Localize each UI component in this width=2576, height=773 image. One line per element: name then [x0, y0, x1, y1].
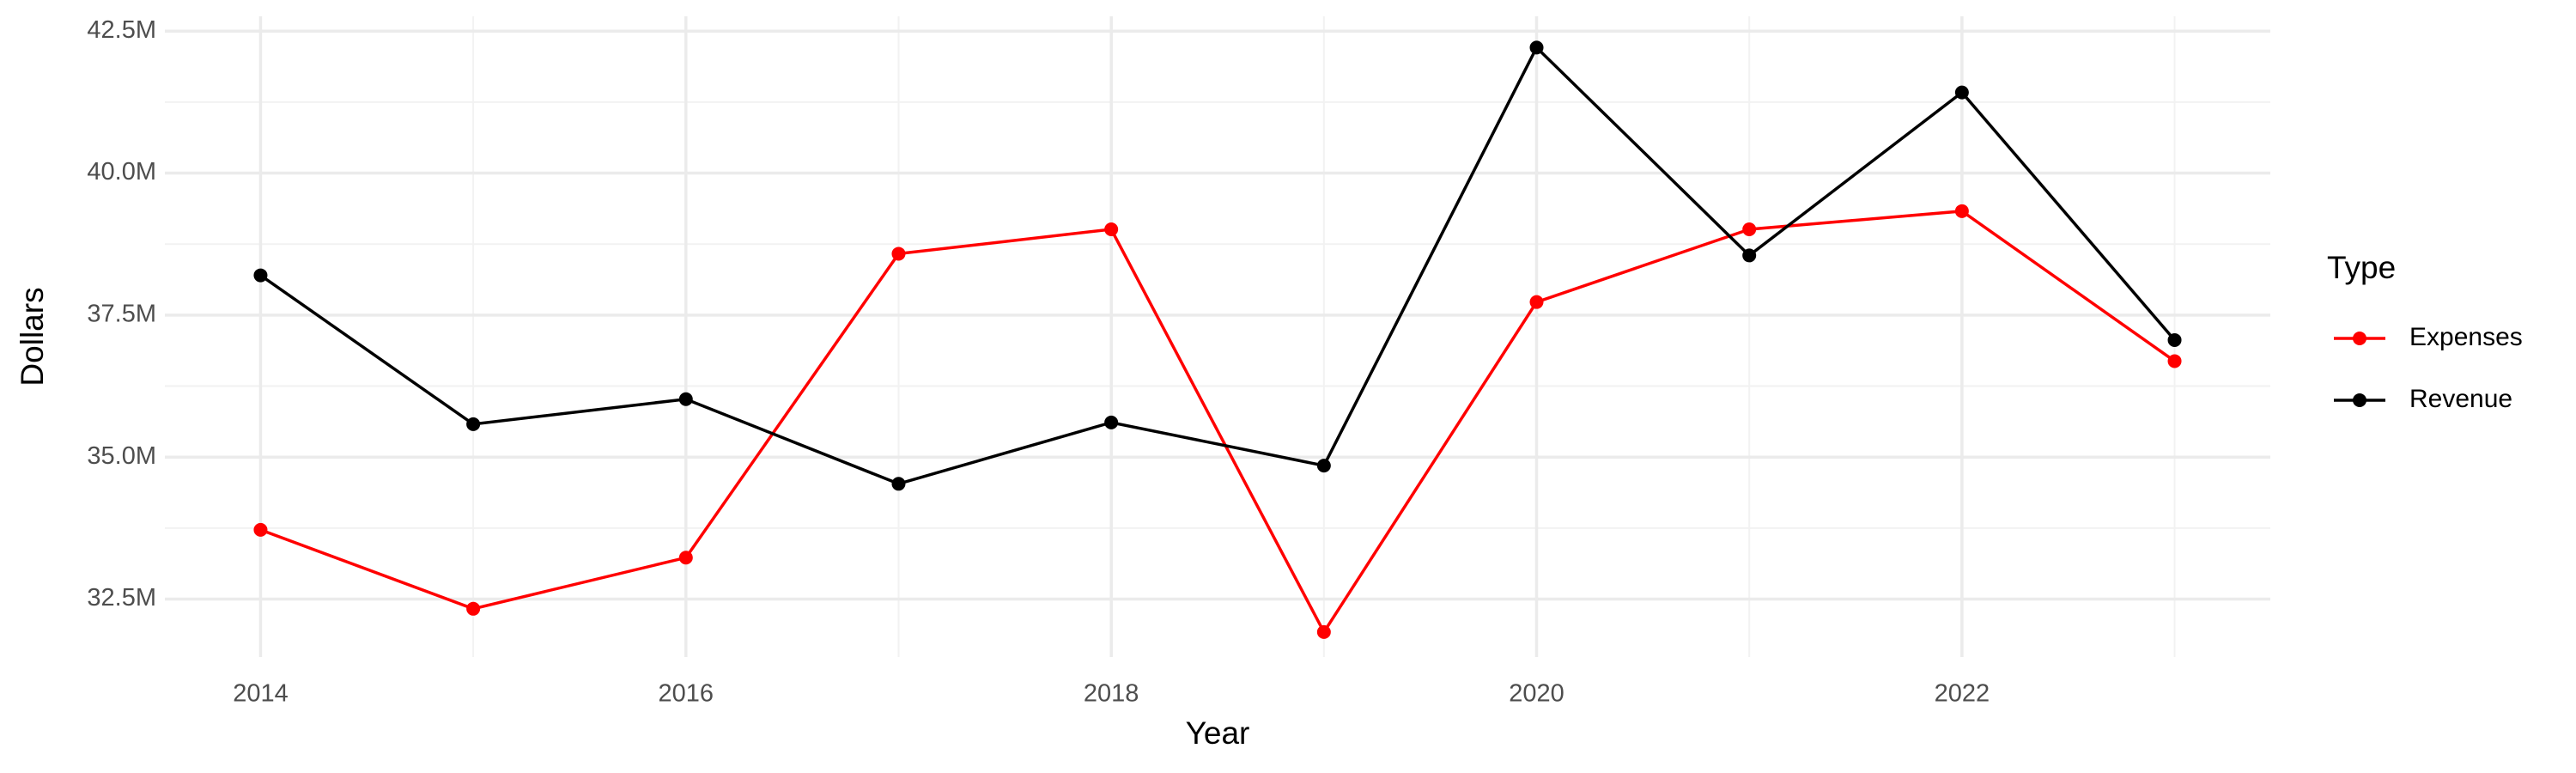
- x-tick-label: 2020: [1509, 680, 1564, 708]
- y-axis-title: Dollars: [15, 287, 50, 386]
- data-point: [891, 247, 906, 261]
- legend-label: Expenses: [2409, 323, 2523, 351]
- legend-key-point: [2353, 332, 2366, 345]
- x-axis-title: Year: [1186, 715, 1250, 751]
- y-tick-label: 40.0M: [87, 158, 156, 186]
- y-tick-label: 35.0M: [87, 442, 156, 470]
- data-point: [466, 601, 481, 616]
- data-point: [1104, 415, 1119, 429]
- y-tick-label: 37.5M: [87, 301, 156, 328]
- legend-key-point: [2353, 393, 2366, 407]
- data-point: [1529, 40, 1544, 55]
- legend-label: Revenue: [2409, 385, 2512, 413]
- x-tick-label: 2022: [1935, 680, 1990, 708]
- data-point: [1954, 204, 1969, 218]
- data-point: [678, 551, 693, 565]
- data-point: [253, 268, 268, 283]
- series-line: [259, 210, 2176, 636]
- x-tick-label: 2018: [1084, 680, 1139, 708]
- data-point: [1742, 222, 1757, 237]
- data-point: [891, 477, 906, 491]
- data-point: [1316, 459, 1331, 473]
- data-point: [2167, 354, 2182, 368]
- data-point: [1316, 624, 1331, 639]
- y-tick-label: 32.5M: [87, 584, 156, 612]
- x-tick-label: 2014: [233, 680, 289, 708]
- data-point: [1742, 248, 1757, 263]
- x-tick-label: 2016: [659, 680, 714, 708]
- data-point: [1954, 85, 1969, 100]
- y-tick-label: 42.5M: [87, 16, 156, 44]
- data-point: [1529, 295, 1544, 309]
- legend-title: Type: [2327, 250, 2396, 285]
- data-point: [678, 392, 693, 406]
- data-point: [1104, 222, 1119, 237]
- data-point: [466, 417, 481, 431]
- data-point: [253, 522, 268, 537]
- grid: [165, 16, 2270, 657]
- plot: [253, 40, 2182, 639]
- data-point: [2167, 332, 2182, 347]
- series-line: [259, 45, 2176, 486]
